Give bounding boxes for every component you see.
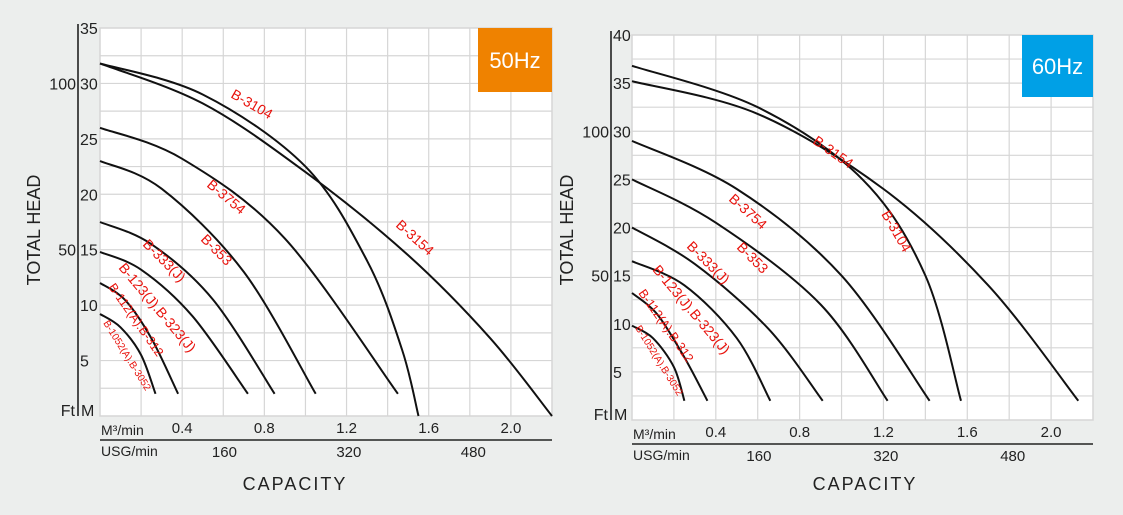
x-tick-m3: 0.8 [254,420,275,437]
y-tick-m: 25 [80,132,98,149]
x-tick-usg: 480 [1000,448,1025,465]
pump-curve [631,260,772,402]
y-tick-m: 30 [80,76,98,93]
ft-unit-label: Ft [594,407,609,424]
frequency-badge-label: 50Hz [489,48,540,73]
pump-curve [99,221,276,395]
pump-curve [631,80,1080,402]
y-axis-title: TOTAL HEAD [24,175,44,286]
grid-lines [100,28,552,416]
x-tick-usg: 320 [336,444,361,461]
y-tick-m: 25 [613,172,631,189]
pump-curve [99,62,553,417]
m3-unit-label: M³/min [633,426,676,442]
y-tick-m: 15 [80,243,98,260]
x-tick-usg: 320 [873,448,898,465]
m3-unit-label: M³/min [101,422,144,438]
y-tick-ft: 50 [591,269,609,286]
m-unit-label: M [614,407,627,424]
usg-unit-label: USG/min [101,443,158,459]
y-tick-m: 10 [80,298,98,315]
y-tick-ft: 100 [582,124,609,141]
x-axis-title: CAPACITY [243,474,348,494]
y-tick-ft: 100 [49,76,76,93]
y-axis-title: TOTAL HEAD [557,175,577,286]
x-tick-usg: 160 [746,448,771,465]
x-axis-title: CAPACITY [813,474,918,494]
y-tick-m: 5 [80,354,89,371]
ft-unit-label: Ft [61,403,76,420]
pump-curve [631,178,889,402]
x-tick-m3: 1.2 [336,420,357,437]
y-tick-m: 5 [613,365,622,382]
x-tick-m3: 1.2 [873,424,894,441]
y-tick-m: 20 [613,221,631,238]
y-tick-m: 10 [613,317,631,334]
pump-curve [631,324,686,402]
pump-curve [631,64,962,402]
y-tick-m: 40 [613,28,631,45]
y-tick-m: 30 [613,124,631,141]
y-tick-m: 35 [80,21,98,38]
pump-curve-chart-50hz: 5 10 15 20 25 30 35 50 100 Ft M M³/min 0.4 0.8 1.2 1.6 2… [24,21,553,494]
y-tick-m: 15 [613,269,631,286]
pump-curve [631,292,709,402]
x-tick-m3: 0.4 [172,420,193,437]
m-unit-label: M [81,403,94,420]
pump-curve [99,313,157,395]
frequency-badge [478,28,552,92]
y-tick-ft: 50 [58,243,76,260]
x-tick-usg: 160 [212,444,237,461]
pump-curve [99,282,179,395]
pump-curve [99,126,399,395]
pump-curve [631,226,824,402]
x-tick-m3: 1.6 [957,424,978,441]
pump-curve [99,62,420,417]
usg-unit-label: USG/min [633,447,690,463]
x-tick-m3: 0.4 [705,424,726,441]
pump-curve [99,250,249,395]
frequency-badge [1022,35,1093,97]
pump-curves [99,62,553,417]
x-tick-m3: 1.6 [418,420,439,437]
pump-curve [99,160,317,395]
y-tick-m: 20 [80,187,98,204]
x-tick-m3: 2.0 [1041,424,1062,441]
x-tick-m3: 2.0 [500,420,521,437]
chart-50hz: 5 10 15 20 25 30 35 50 100 Ft M M³/min 0.4 0.8 1.2 1.6 2… [0,0,560,515]
frequency-badge-label: 60Hz [1032,54,1083,79]
x-tick-usg: 480 [461,444,486,461]
pump-curves [631,64,1080,402]
y-tick-m: 35 [613,76,631,93]
x-tick-m3: 0.8 [789,424,810,441]
pump-curve [631,139,931,402]
